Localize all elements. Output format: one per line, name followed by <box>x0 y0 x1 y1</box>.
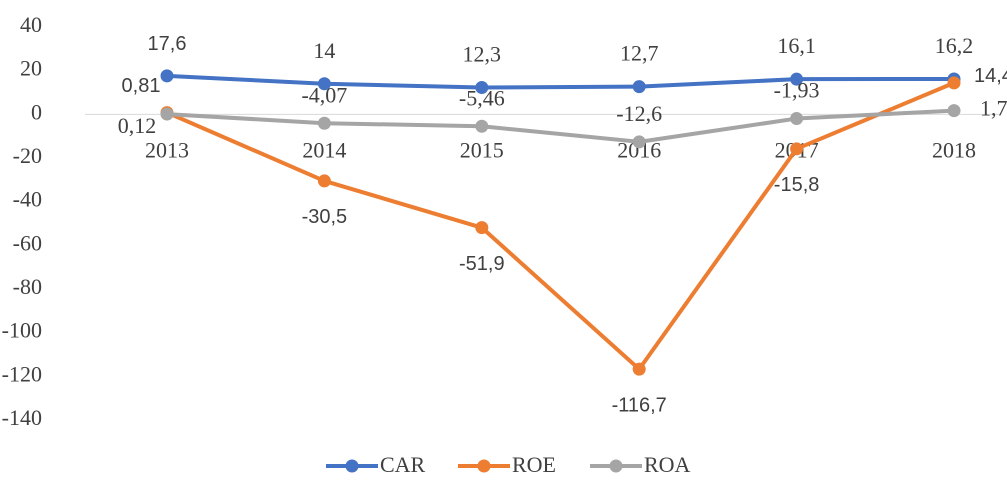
series-line <box>166 108 955 144</box>
value-label: -12,6 <box>616 101 662 126</box>
x-tick-label: 2013 <box>145 137 189 162</box>
legend-marker <box>345 459 359 473</box>
point <box>947 104 961 118</box>
value-label: 0,12 <box>118 113 157 138</box>
legend-label: ROE <box>512 452 556 477</box>
value-label: 1,7 <box>980 96 1007 121</box>
y-tick-label: -80 <box>13 274 42 299</box>
y-tick-label: -40 <box>13 187 42 212</box>
point <box>160 69 174 83</box>
y-tick-label: -20 <box>13 143 42 168</box>
point <box>632 135 646 149</box>
value-label: -30,5 <box>302 206 348 228</box>
value-label: 14 <box>313 38 335 63</box>
value-label: 0,81 <box>122 75 161 97</box>
point <box>790 142 804 156</box>
point <box>317 116 331 130</box>
value-label: 14,4 <box>974 65 1007 87</box>
y-tick-label: 0 <box>31 99 42 124</box>
y-tick-label: -140 <box>2 405 42 430</box>
series-line <box>166 81 955 372</box>
value-label: -116,7 <box>612 394 667 416</box>
point <box>160 107 174 121</box>
value-label: 12,7 <box>620 41 659 66</box>
point <box>790 112 804 126</box>
series-line <box>166 73 955 90</box>
value-label: 16,2 <box>935 33 974 58</box>
point <box>317 77 331 91</box>
y-tick-label: -60 <box>13 230 42 255</box>
y-tick-label: 40 <box>20 12 42 37</box>
value-label: -4,07 <box>301 82 347 107</box>
value-label: 16,1 <box>777 33 816 58</box>
value-label: -1,93 <box>774 78 820 103</box>
point <box>632 80 646 94</box>
point <box>475 119 489 133</box>
x-tick-label: 2015 <box>460 137 504 162</box>
y-tick-label: -100 <box>2 318 42 343</box>
point <box>790 72 804 86</box>
y-tick-label: 20 <box>20 56 42 81</box>
legend-marker <box>477 459 491 473</box>
point <box>947 76 961 90</box>
value-label: -5,46 <box>459 85 505 110</box>
value-label: 12,3 <box>463 42 502 67</box>
point <box>632 362 646 376</box>
point <box>475 221 489 235</box>
y-tick-label: -120 <box>2 361 42 386</box>
point <box>475 80 489 94</box>
x-tick-label: 2014 <box>302 137 346 162</box>
value-label: -15,8 <box>774 174 820 196</box>
legend-marker <box>609 459 623 473</box>
point <box>317 174 331 188</box>
legend-label: ROA <box>644 452 691 477</box>
x-tick-label: 2018 <box>932 137 976 162</box>
value-label: 17,6 <box>148 33 187 55</box>
legend-label: CAR <box>380 452 426 477</box>
value-label: -51,9 <box>459 253 505 275</box>
